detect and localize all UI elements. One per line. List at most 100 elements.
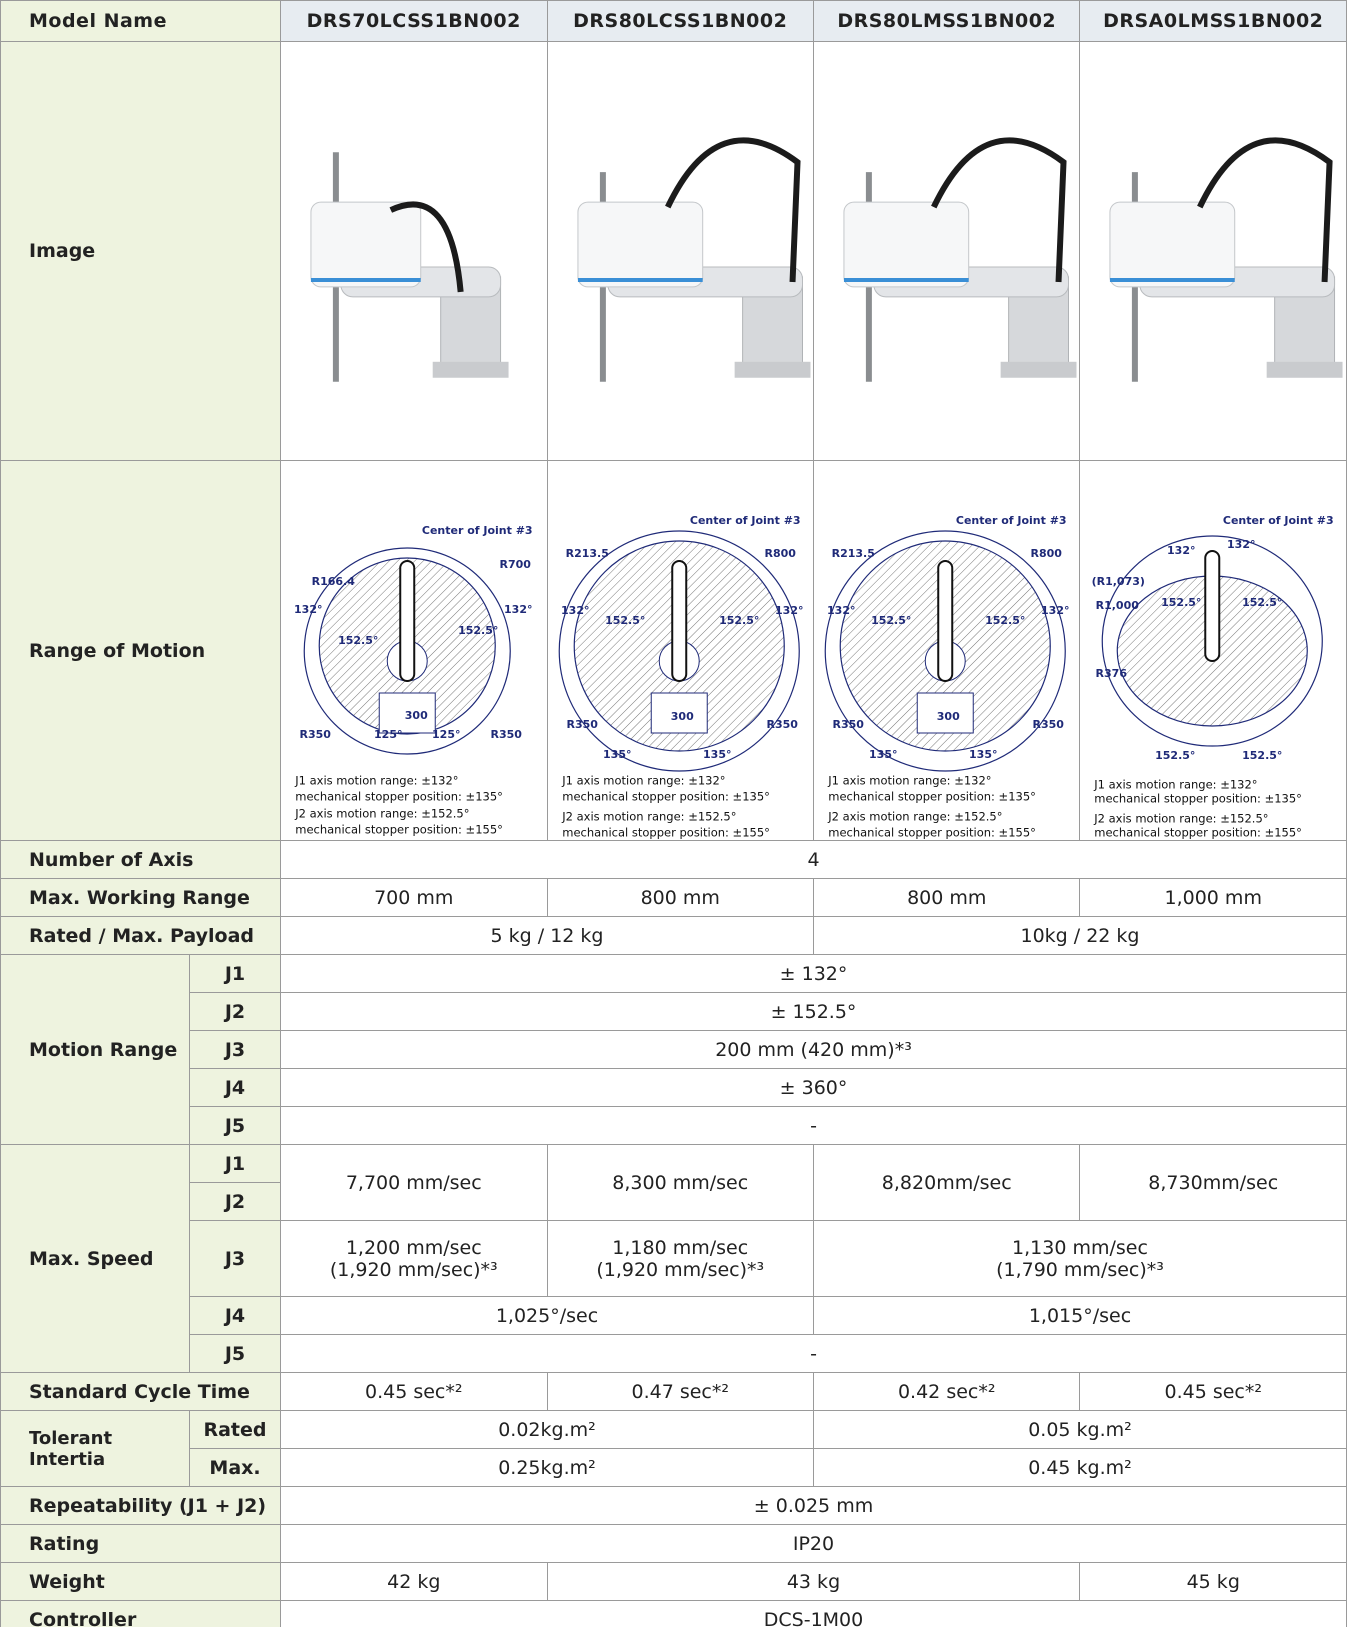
table-row: J4 ± 360° [1,1068,1347,1107]
image-cell [1079,41,1347,461]
joint-label: J2 [188,1182,282,1221]
stand [378,692,436,734]
table-row: J2 [1,1182,1347,1221]
diagram-cell: Center of Joint #3 R700 R166.4 132° 132° 152.… [280,460,548,841]
spec-value: IP20 [280,1524,1347,1563]
dimension-label: 132° [504,603,532,616]
range-note: J1 axis motion range: ±132° [1094,778,1258,792]
dimension-label: (R1,073) [1092,575,1145,588]
row-label: Motion Range [0,954,190,1145]
dimension-label: 132° [1168,544,1196,557]
model-header: DRS80LCSS1BN002 [546,0,814,42]
table-row: Motion Range J1 ± 132° [0,954,1347,1145]
table-row: J5- [1,1106,1347,1145]
spec-value: 1,025°/sec [280,1296,814,1335]
dimension-label: 152.5° [1162,596,1202,609]
arm [399,560,416,682]
dimension-label: 152.5° [1156,749,1196,762]
spec-value: 0.45 sec*² [1079,1372,1347,1411]
spec-value: 0.47 sec*² [546,1372,814,1411]
dimension-label: 152.5° [338,634,378,647]
spec-value: 8,300 mm/sec [546,1144,814,1221]
dimension-label: 132° [775,604,803,617]
spec-value: 0.42 sec*² [812,1372,1081,1411]
dimension-label: 135° [969,748,997,761]
dimension-label: 135° [869,748,897,761]
image-cell [280,41,548,461]
motion-diagram: Center of Joint #3 R700 R166.4 132° 132° 152.… [294,524,533,837]
dimension-label: R350 [300,728,332,741]
dimension-label: 300 [937,710,960,723]
table-row: Max. Working Range 700 mm 800 mm 800 mm 1,00… [0,878,1347,917]
range-note: J2 axis motion range: ±152.5° [294,807,469,821]
dimension-label: 132° [1041,604,1069,617]
table-row: Tolerant Intertia Rated 0.02kg.m² 0.05 kg.m… [0,1410,1347,1487]
joint-label: J3 [188,1030,282,1069]
spec-value: ± 360° [280,1068,1347,1107]
dimension-label: 125° [374,728,402,741]
joint-label: J1 [188,954,282,993]
spec-value: ± 152.5° [280,992,1347,1031]
outer-range [303,547,511,755]
table-row: Model Name DRS70LCSS1BN002 DRS80LCSS1BN002… [0,0,1347,42]
table-row: Max. Speed J1 7,700 mm/sec 8,300 mm/sec 8,82… [0,1144,1347,1373]
joint-label: J4 [188,1068,282,1107]
dimension-label: 152.5° [719,614,759,627]
robot-body [576,201,703,288]
row-label: Number of Axis [0,840,282,879]
robot-body [1109,201,1236,288]
robot-cable [664,137,801,283]
robot-foot [1000,361,1077,378]
joint-label: J5 [188,1106,282,1145]
table-row: Range of Motion Center of Joint #3 R700 R16… [0,460,1347,841]
table-row: Controller DCS-1M00 [0,1600,1347,1627]
spec-value: 800 mm [546,878,814,917]
spec-value: 4 [280,840,1347,879]
range-note: mechanical stopper position: ±155° [828,826,1036,840]
spec-value: 700 mm [280,878,548,917]
model-header: DRS80LMSS1BN002 [812,0,1081,42]
spec-value: 8,730mm/sec [1079,1144,1347,1221]
image-cell [546,41,814,461]
spec-value: 0.45 sec*² [280,1372,548,1411]
spec-value: 42 kg [280,1562,548,1601]
range-note: mechanical stopper position: ±155° [562,826,770,840]
model-header: DRSA0LMSS1BN002 [1079,0,1347,42]
robot-image [576,137,810,382]
diagram-cell: Center of Joint #3 132° 132° (R1,073) R1,000… [1079,460,1347,841]
image-cell [812,41,1081,461]
spec-value: 800 mm [812,878,1081,917]
spec-value: 1,200 mm/sec (1,920 mm/sec)*³ [280,1220,548,1297]
spec-value: 8,820mm/sec [812,1144,1081,1221]
robot-image [843,137,1077,382]
diagram-cell: Center of Joint #3 R213.5 R800 132° 152.5° 15… [812,460,1081,841]
dimension-label: R350 [1033,718,1065,731]
range-note: mechanical stopper position: ±135° [295,790,503,804]
stand [916,692,974,734]
joint-label: J1 [188,1144,282,1183]
spec-value: 45 kg [1079,1562,1347,1601]
robot-foot [432,361,509,378]
robot-cable [1197,137,1334,283]
spec-value: ± 132° [280,954,1347,993]
spec-value: 1,015°/sec [812,1296,1347,1335]
row-label: Rating [0,1524,282,1563]
row-label: Tolerant Intertia [0,1410,190,1487]
dimension-label: R800 [1031,547,1063,560]
dimension-label: 152.5° [871,614,911,627]
motion-diagram: Center of Joint #3 R213.5 R800 132° 152.5° 15… [824,514,1069,840]
outer-range [1102,535,1324,747]
spec-value: 0.02kg.m² [280,1410,814,1449]
spec-value: 200 mm (420 mm)*³ [280,1030,1347,1069]
table-row: Repeatability (J1 + J2) ± 0.025 mm [0,1486,1347,1525]
dimension-label: R376 [1096,667,1128,680]
range-note: J2 axis motion range: ±152.5° [827,810,1002,824]
spec-value: - [280,1106,1347,1145]
range-note: J2 axis motion range: ±152.5° [1094,812,1269,826]
dimension-label: 135° [703,748,731,761]
range-note: mechanical stopper position: ±155° [295,823,503,837]
joint-label: J5 [188,1334,282,1373]
dimension-label: 152.5° [985,614,1025,627]
